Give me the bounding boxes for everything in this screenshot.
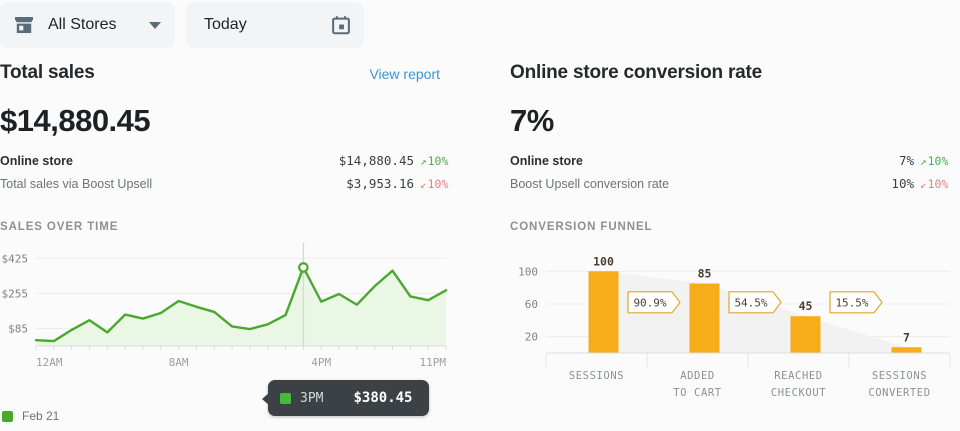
- metric-value: $14,880.45: [338, 153, 414, 168]
- funnel-step-badge: 54.5%: [728, 291, 782, 314]
- legend-swatch-icon: [2, 410, 13, 422]
- sales-over-time-label: SALES OVER TIME: [0, 221, 119, 233]
- funnel-bar[interactable]: [588, 271, 619, 353]
- funnel-bar[interactable]: [790, 316, 821, 353]
- total-sales-panel: Total sales View report $14,880.45 Onlin…: [0, 62, 460, 431]
- total-sales-value: $14,880.45: [0, 103, 151, 138]
- view-report-link[interactable]: View report: [369, 66, 440, 82]
- metric-delta-value: 10%: [427, 154, 449, 168]
- conversion-funnel-chart[interactable]: 100 60 20 100 85 45 7 90.9% 54.5% 15.5% SESSIONS AD…: [510, 241, 960, 401]
- metric-delta-value: 10%: [927, 177, 949, 191]
- tooltip-value: $380.45: [353, 390, 413, 406]
- metric-label: Total sales via Boost Upsell: [0, 177, 153, 191]
- bar-value-label: 100: [593, 254, 614, 268]
- funnel-step-badge: 90.9%: [627, 291, 681, 314]
- sales-legend: Feb 21: [2, 409, 59, 423]
- badge-label: 54.5%: [734, 296, 767, 309]
- sales-over-time-svg[interactable]: $425 $255 $85 12AM 8AM 4PM 11PM: [0, 241, 460, 376]
- badge-label: 90.9%: [633, 296, 666, 309]
- metric-delta: ↗10%: [414, 154, 460, 168]
- funnel-step-badge: 15.5%: [829, 291, 883, 314]
- chart-tooltip: 3PM $380.45: [268, 380, 429, 416]
- metric-label: Boost Upsell conversion rate: [510, 177, 670, 191]
- y-axis-tick-label: 60: [525, 298, 538, 311]
- metric-label: Online store: [510, 154, 583, 168]
- page-title: Total sales: [0, 62, 95, 83]
- x-axis-tick-label: 12AM: [36, 356, 63, 369]
- x-axis-category-label: REACHED: [774, 370, 822, 382]
- y-axis-tick-label: 20: [525, 331, 538, 344]
- data-line: [34, 266, 448, 343]
- x-axis-category-label: SESSIONS: [569, 370, 624, 382]
- x-axis-tick-label: 4PM: [311, 356, 331, 369]
- sales-over-time-chart[interactable]: $425 $255 $85 12AM 8AM 4PM 11PM: [0, 241, 460, 376]
- x-axis-category-label: CONVERTED: [868, 387, 930, 399]
- badge-shape: [728, 291, 782, 314]
- bar-value-label: 7: [903, 330, 910, 344]
- funnel-bar[interactable]: [689, 283, 720, 353]
- store-selector-label: All Stores: [48, 16, 117, 33]
- metric-row: Boost Upsell conversion rate 10% ↙10%: [510, 176, 960, 199]
- metric-value: 10%: [891, 176, 914, 191]
- badge-label: 15.5%: [835, 296, 868, 309]
- tooltip-label: 3PM: [300, 390, 324, 406]
- date-range-selector[interactable]: Today: [186, 2, 364, 48]
- metric-row: Total sales via Boost Upsell $3,953.16 ↙…: [0, 176, 460, 199]
- store-selector[interactable]: All Stores: [0, 2, 175, 48]
- metric-value: $3,953.16: [346, 176, 414, 191]
- badge-shape: [829, 291, 883, 314]
- chevron-down-icon[interactable]: [149, 21, 161, 29]
- total-sales-metrics: Online store $14,880.45 ↗10% Total sales…: [0, 153, 460, 199]
- legend-label: Feb 21: [22, 409, 60, 423]
- arrow-up-right-icon: ↗: [420, 155, 427, 168]
- conversion-rate-metrics: Online store 7% ↗10% Boost Upsell conver…: [510, 153, 960, 199]
- calendar-icon[interactable]: [330, 14, 352, 36]
- metric-label: Online store: [0, 154, 73, 168]
- x-axis-category-label: TO CART: [673, 387, 722, 399]
- metric-delta-value: 10%: [927, 154, 949, 168]
- x-axis-tick-label: 11PM: [420, 356, 447, 369]
- metric-row: Online store 7% ↗10%: [510, 153, 960, 176]
- metric-delta-value: 10%: [427, 177, 449, 191]
- toolbar: All Stores Today: [0, 0, 960, 50]
- metric-delta: ↗10%: [914, 154, 960, 168]
- arrow-down-left-icon: ↙: [420, 178, 427, 191]
- total-sales-header: Total sales View report: [0, 62, 460, 92]
- date-range-label: Today: [204, 16, 247, 33]
- arrow-down-left-icon: ↙: [920, 178, 927, 191]
- metric-row: Online store $14,880.45 ↗10%: [0, 153, 460, 176]
- metric-delta: ↙10%: [914, 177, 960, 191]
- tooltip-tail: [262, 392, 270, 406]
- metric-delta: ↙10%: [414, 177, 460, 191]
- y-axis-tick-label: $85: [8, 322, 28, 335]
- conversion-rate-title: Online store conversion rate: [510, 62, 763, 83]
- y-axis-tick-label: 100: [518, 265, 538, 278]
- conversion-rate-header: Online store conversion rate: [510, 62, 960, 92]
- x-axis-category-label: CHECKOUT: [771, 387, 826, 399]
- arrow-up-right-icon: ↗: [920, 155, 927, 168]
- conversion-rate-value: 7%: [510, 103, 554, 138]
- conversion-rate-panel: Online store conversion rate 7% Online s…: [510, 62, 960, 431]
- y-axis-tick-label: $255: [2, 287, 29, 300]
- bar-value-label: 45: [799, 299, 813, 313]
- x-axis-category-label: SESSIONS: [872, 370, 927, 382]
- funnel-bar[interactable]: [891, 347, 922, 353]
- x-axis-category-label: ADDED: [680, 370, 715, 382]
- badge-shape: [627, 291, 681, 314]
- conversion-funnel-label: CONVERSION FUNNEL: [510, 221, 653, 233]
- area-fill: [36, 267, 446, 346]
- y-axis-tick-label: $425: [2, 252, 29, 265]
- metric-value: 7%: [898, 153, 914, 168]
- highlight-point[interactable]: [298, 262, 309, 273]
- conversion-funnel-svg[interactable]: 100 60 20 100 85 45 7 90.9% 54.5% 15.5% SESSIONS AD…: [510, 241, 960, 401]
- tooltip-swatch-icon: [280, 392, 291, 404]
- storefront-icon: [12, 13, 36, 37]
- bar-value-label: 85: [698, 267, 712, 281]
- x-axis-tick-label: 8AM: [169, 356, 189, 369]
